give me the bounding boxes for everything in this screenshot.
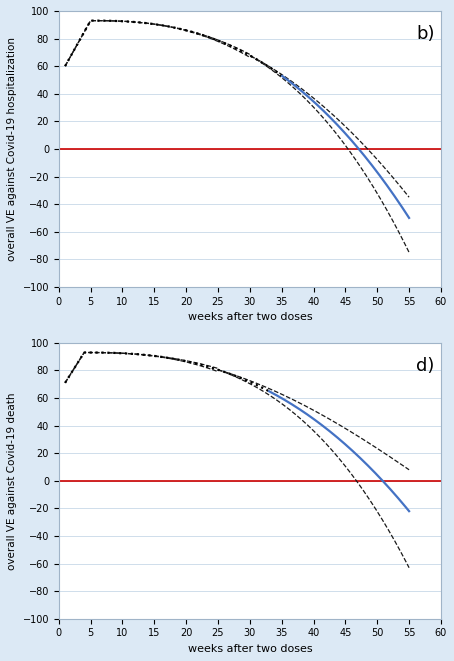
Y-axis label: overall VE against Covid-19 death: overall VE against Covid-19 death: [7, 392, 17, 570]
Y-axis label: overall VE against Covid-19 hospitalization: overall VE against Covid-19 hospitalizat…: [7, 37, 17, 261]
Text: d): d): [416, 357, 434, 375]
Text: b): b): [416, 24, 434, 43]
X-axis label: weeks after two doses: weeks after two doses: [188, 312, 312, 322]
X-axis label: weeks after two doses: weeks after two doses: [188, 644, 312, 654]
